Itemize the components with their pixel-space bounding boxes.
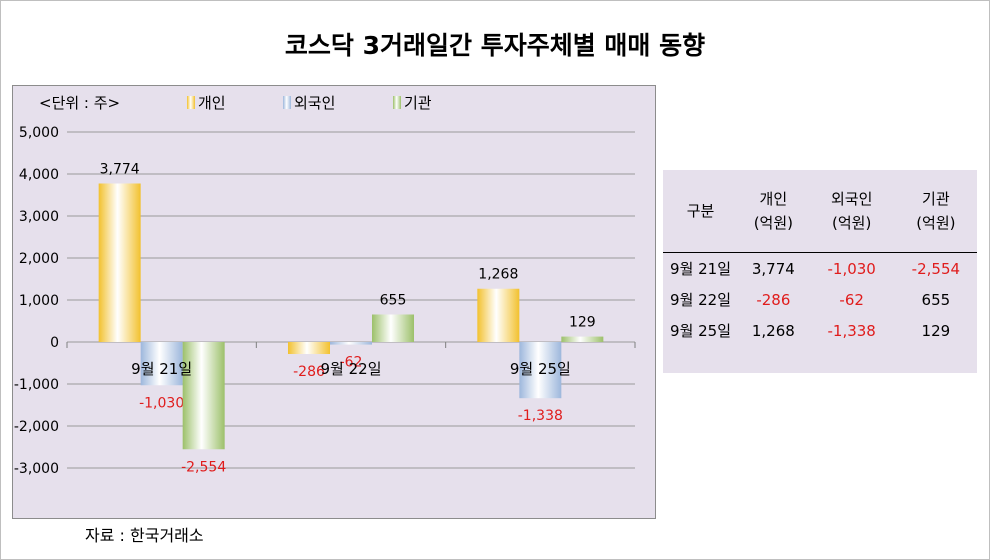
y-tick-label: -1,000 (14, 377, 59, 393)
bar-institution (372, 314, 414, 342)
y-tick-label: 2,000 (19, 251, 59, 267)
row-date: 9월 25일 (670, 322, 732, 340)
data-label: -1,030 (139, 395, 184, 411)
legend-label: 개인 (198, 94, 226, 112)
cell-foreign: -62 (839, 290, 864, 309)
legend-swatch-foreign (283, 96, 291, 109)
data-label: 1,268 (478, 267, 518, 283)
y-tick-label: 5,000 (19, 125, 59, 141)
header-foreign: 외국인 (억원) (808, 170, 895, 253)
bar-institution (182, 342, 225, 450)
data-label: -286 (293, 364, 325, 380)
bar-foreign (140, 342, 183, 386)
header-institution: 기관 (억원) (894, 170, 977, 253)
bar-individual (288, 342, 330, 355)
data-label: -2,554 (181, 459, 226, 475)
cell-institution: 129 (921, 321, 951, 340)
cell-foreign: -1,030 (827, 259, 876, 278)
cell-institution: -2,554 (911, 259, 961, 278)
x-category-label: 9월 25일 (510, 360, 571, 378)
bar-individual (98, 183, 141, 342)
chart-area: 5,000 4,000 3,000 2,000 1,000 0 -1,000 -2,000 -3… (12, 85, 656, 519)
data-label: 129 (569, 315, 596, 331)
y-tick-label: -2,000 (14, 419, 59, 435)
x-category-label: 9월 21일 (131, 360, 192, 378)
table-row: 9월 21일 3,774 -1,030 -2,554 (663, 253, 977, 285)
y-tick-label: 3,000 (19, 209, 59, 225)
cell-foreign: -1,338 (827, 321, 876, 340)
y-tick-label: 4,000 (19, 167, 59, 183)
bar-foreign (519, 342, 562, 399)
bar-foreign (330, 342, 372, 345)
source-note: 자료 : 한국거래소 (85, 526, 204, 545)
y-tick-label: 1,000 (19, 293, 59, 309)
table-row: 9월 25일 1,268 -1,338 129 (663, 315, 977, 346)
legend-swatch-individual (187, 96, 195, 109)
header-individual: 개인 (억원) (738, 170, 809, 253)
summary-table: 구분 개인 (억원) 외국인 (억원) 기관 (억원) 9월 21일 3,774 -1… (663, 170, 977, 346)
legend-label: 외국인 (294, 94, 335, 112)
bar-chart: 5,000 4,000 3,000 2,000 1,000 0 -1,000 -2,000 -3… (14, 94, 636, 477)
row-date: 9월 22일 (670, 291, 732, 309)
unit-label: <단위 : 주> (39, 94, 120, 112)
page-title: 코스닥 3거래일간 투자주체별 매매 동향 (284, 31, 706, 60)
table-row: 9월 22일 -286 -62 655 (663, 284, 977, 315)
data-label: 655 (380, 292, 407, 308)
data-label: -62 (340, 355, 363, 371)
row-date: 9월 21일 (670, 260, 732, 278)
cell-institution: 655 (921, 290, 951, 309)
legend-label: 기관 (404, 94, 432, 112)
cell-individual: 3,774 (751, 259, 795, 278)
cell-individual: 1,268 (751, 321, 795, 340)
x-category-label: 9월 22일 (321, 360, 382, 378)
table-header-row: 구분 개인 (억원) 외국인 (억원) 기관 (억원) (663, 170, 977, 253)
data-label: 3,774 (100, 161, 140, 177)
y-tick-label: 0 (50, 335, 59, 351)
y-tick-label: -3,000 (14, 461, 59, 477)
cell-individual: -286 (756, 290, 791, 309)
data-label: -1,338 (518, 408, 563, 424)
bar-individual (477, 288, 520, 342)
summary-table-container: 구분 개인 (억원) 외국인 (억원) 기관 (억원) 9월 21일 3,774 -1… (663, 170, 977, 373)
header-category: 구분 (663, 170, 739, 253)
bar-institution (561, 336, 604, 342)
legend-swatch-institution (393, 96, 401, 109)
